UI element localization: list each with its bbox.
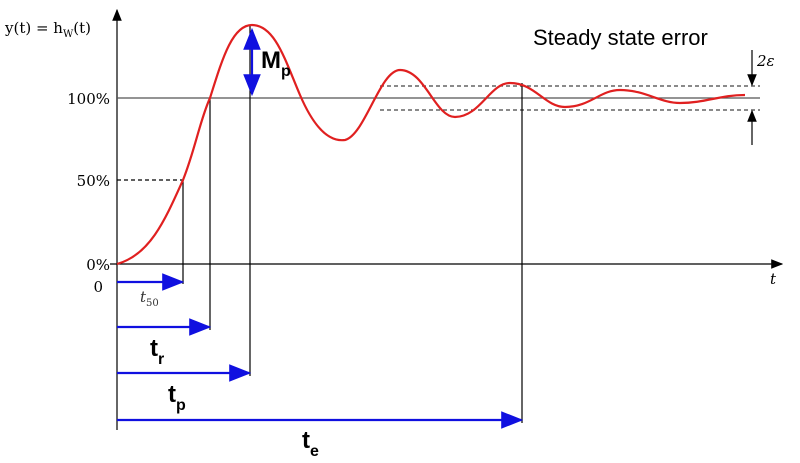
- level-label: 50%: [77, 172, 110, 190]
- axes: [110, 8, 784, 430]
- time-arrows: [117, 27, 524, 429]
- label-sub: 50: [146, 298, 159, 309]
- t50-label: t50: [140, 288, 159, 309]
- tp-label: tp: [168, 381, 186, 414]
- label-sub: p: [281, 63, 291, 80]
- label-main: y(t) = h: [4, 19, 63, 37]
- label-sub: e: [310, 443, 319, 460]
- label-main: t: [140, 288, 147, 306]
- label-main: t: [168, 381, 176, 408]
- band-label: 2ε: [756, 52, 775, 70]
- label-main: t: [150, 335, 158, 362]
- x-axis-label: t: [770, 270, 777, 288]
- label-sub: p: [176, 397, 186, 414]
- label-main: t: [302, 427, 310, 454]
- label-main: M: [261, 47, 281, 74]
- y-axis-label: y(t) = hW(t): [4, 19, 91, 40]
- origin-label: 0: [93, 278, 103, 296]
- label-sub: W: [63, 29, 74, 40]
- tr-label: tr: [150, 335, 164, 368]
- level-label: 0%: [86, 256, 110, 274]
- te-label: te: [302, 427, 319, 460]
- label-sub: r: [158, 351, 164, 368]
- label-end: (t): [73, 19, 91, 37]
- level-label: 100%: [67, 90, 110, 108]
- response-curve: [116, 23, 746, 266]
- steady-state-title: Steady state error: [533, 25, 708, 50]
- mp-label: Mp: [261, 47, 291, 80]
